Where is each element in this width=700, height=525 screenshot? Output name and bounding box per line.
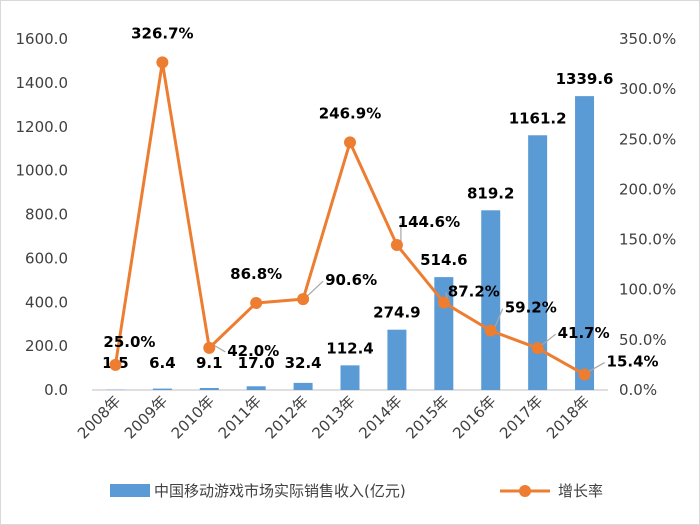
leader-line: [212, 344, 226, 353]
right-tick-label: 100.0%: [619, 281, 676, 299]
bar-value-label: 1339.6: [556, 70, 614, 88]
bar-value-label: 1161.2: [509, 109, 567, 127]
bar: [387, 329, 407, 390]
right-tick-label: 50.0%: [619, 331, 667, 349]
bar: [199, 388, 219, 390]
leader-line: [494, 308, 504, 328]
bar: [293, 382, 313, 390]
bar-value-label: 6.4: [149, 354, 176, 372]
rate-point: [344, 136, 356, 149]
rate-point: [156, 56, 169, 69]
rate-value-label: 87.2%: [448, 283, 500, 301]
bar: [152, 388, 172, 390]
bar-labels: 1.56.49.117.032.4112.4274.9514.6819.2116…: [102, 70, 613, 372]
right-tick-label: 250.0%: [619, 130, 676, 148]
left-tick-label: 800.0: [25, 206, 68, 224]
right-axis: 0.0% 50.0% 100.0% 150.0% 200.0% 250.0% 300.0% 3…: [619, 30, 676, 399]
bar-value-label: 819.2: [467, 184, 514, 202]
bar-value-label: 32.4: [285, 354, 322, 372]
rate-value-label: 86.8%: [230, 265, 282, 283]
rate-point: [203, 341, 216, 354]
bar-value-label: 9.1: [196, 354, 223, 372]
rate-value-label: 246.9%: [319, 104, 381, 122]
leader-line: [541, 333, 557, 346]
right-tick-label: 200.0%: [619, 180, 676, 198]
rate-labels: 25.0% 326.7% 42.0% 86.8% 90.6% 246.9% 144.6% 87…: [103, 24, 658, 370]
rate-point: [437, 296, 450, 309]
legend-line-label: 增长率: [558, 482, 603, 500]
rate-point: [531, 342, 544, 355]
legend-bar-swatch: [110, 484, 150, 497]
left-tick-label: 200.0: [25, 337, 68, 355]
bar-value-label: 274.9: [373, 304, 420, 322]
bar: [575, 96, 595, 391]
right-tick-label: 150.0%: [619, 231, 676, 249]
bar-value-label: 514.6: [420, 251, 467, 269]
leader-line: [306, 280, 324, 297]
rate-value-label: 144.6%: [398, 213, 460, 231]
rate-value-label: 326.7%: [131, 24, 193, 42]
left-tick-label: 1200.0: [16, 118, 69, 136]
right-tick-label: 350.0%: [619, 30, 676, 48]
right-tick-label: 0.0%: [619, 381, 657, 399]
legend: 中国移动游戏市场实际销售收入(亿元) 增长率: [110, 482, 603, 500]
leader-line: [588, 362, 605, 373]
bar-value-label: 112.4: [326, 339, 373, 357]
bar-value-label: 17.0: [238, 354, 275, 372]
bar: [528, 135, 548, 390]
rate-value-label: 90.6%: [325, 271, 377, 289]
bar: [481, 210, 501, 390]
rate-value-label: 42.0%: [227, 342, 279, 360]
left-tick-label: 0.0: [44, 381, 68, 399]
bar: [246, 386, 266, 390]
legend-bar-label: 中国移动游戏市场实际销售收入(亿元): [154, 482, 406, 500]
line-series: [109, 56, 591, 381]
right-tick-label: 300.0%: [619, 80, 676, 98]
leader-lines: [212, 222, 605, 373]
rate-value-label: 59.2%: [505, 299, 557, 317]
rate-value-label: 25.0%: [103, 333, 155, 351]
rate-point: [109, 358, 122, 371]
rate-point: [250, 296, 263, 309]
left-tick-label: 1000.0: [16, 162, 69, 180]
left-axis: 0.0 200.0 400.0 600.0 800.0 1000.0 1200.0 1400.…: [16, 30, 69, 399]
legend-line-marker: [519, 485, 531, 497]
bar: [340, 365, 360, 390]
rate-value-label: 15.4%: [607, 353, 659, 371]
rate-value-label: 41.7%: [558, 324, 610, 342]
left-tick-label: 1400.0: [16, 74, 69, 92]
left-tick-label: 600.0: [25, 249, 68, 267]
rate-point: [484, 324, 497, 337]
rate-point: [390, 238, 403, 251]
left-tick-label: 1600.0: [16, 30, 69, 48]
rate-point: [297, 293, 310, 306]
rate-point: [578, 368, 591, 381]
left-tick-label: 400.0: [25, 293, 68, 311]
